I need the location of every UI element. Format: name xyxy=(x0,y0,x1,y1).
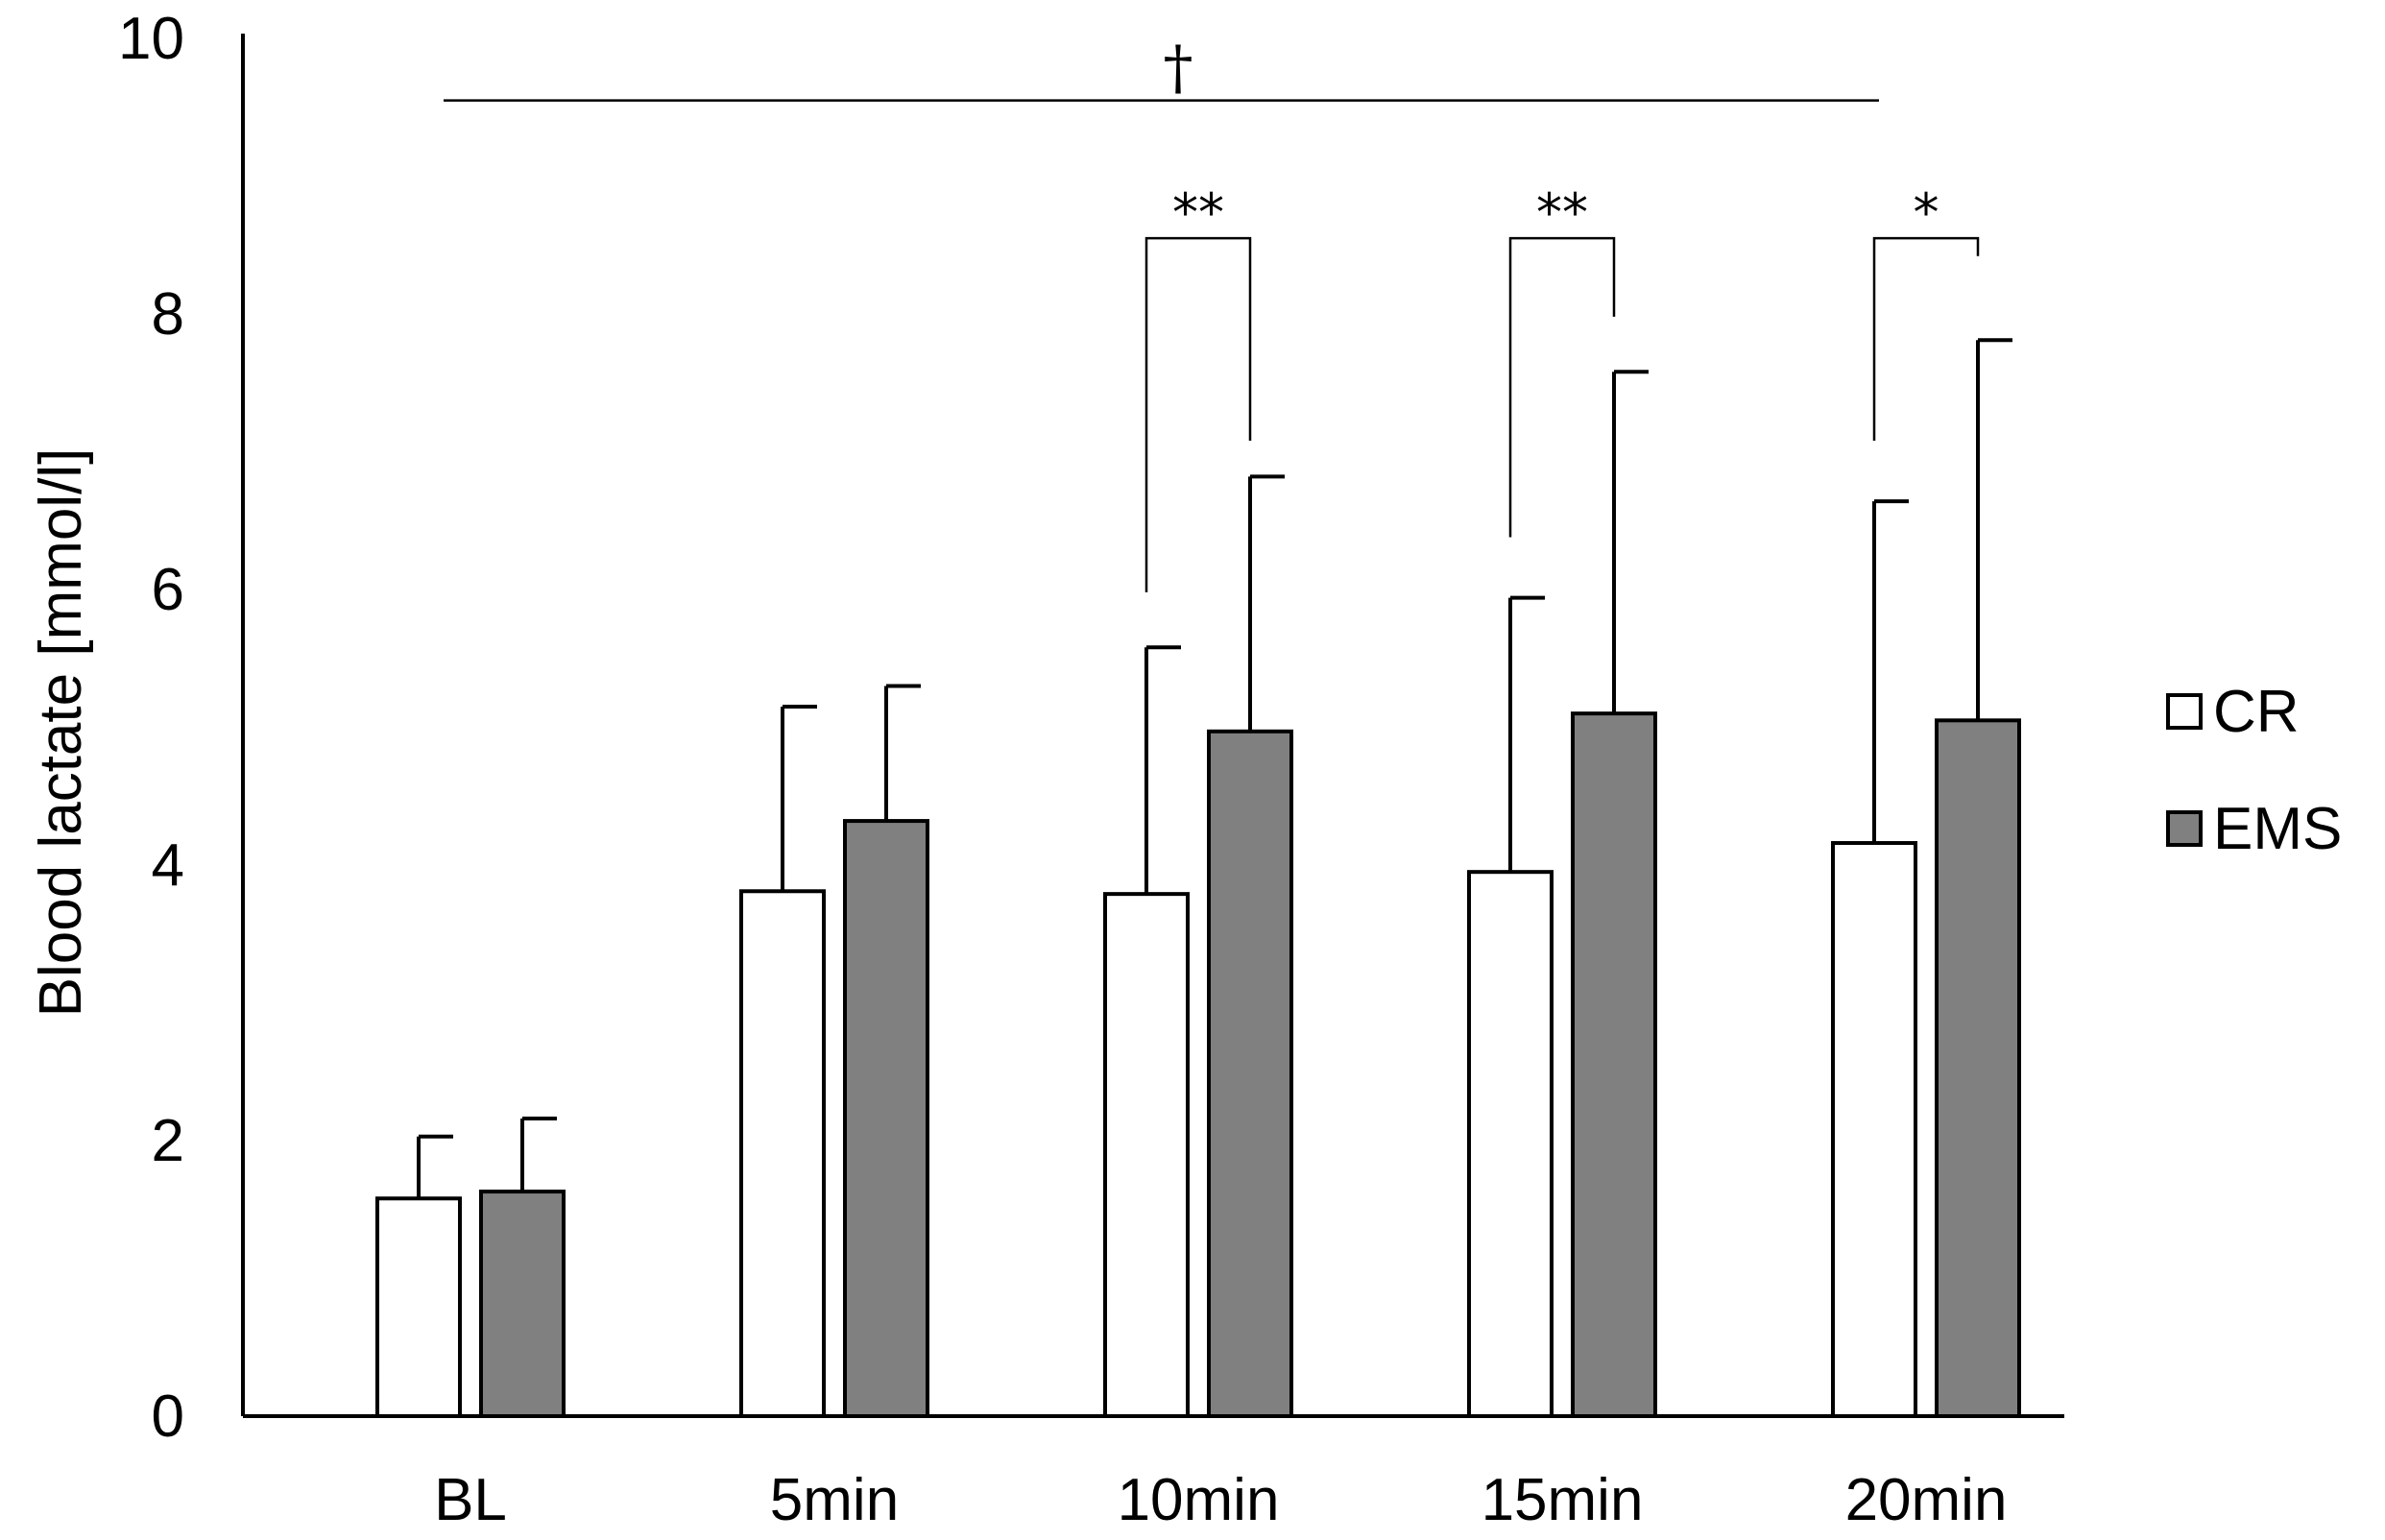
axes: 0 2 4 6 8 10 BL 5min 10min 15min 20min xyxy=(118,6,2064,1533)
y-tick-label-4: 4 xyxy=(152,832,184,899)
bar-ems-5min xyxy=(843,819,929,1418)
y-tick-label-8: 8 xyxy=(152,281,184,348)
bar-cr-bl xyxy=(375,1196,462,1419)
x-tick-label-5min: 5min xyxy=(770,1467,899,1533)
bar-cr-10min xyxy=(1103,892,1190,1418)
x-tick-label-10min: 10min xyxy=(1118,1467,1280,1533)
significance-label-15min: ** xyxy=(1536,182,1588,243)
significance-annotations: †** ** * xyxy=(444,33,1980,592)
bar-ems-20min xyxy=(1935,718,2021,1418)
legend-label-cr: CR xyxy=(2213,679,2300,745)
x-tick-label-15min: 15min xyxy=(1482,1467,1644,1533)
legend-label-ems: EMS xyxy=(2213,796,2342,862)
y-tick-label-2: 2 xyxy=(152,1108,184,1174)
legend-swatch-cr xyxy=(2166,693,2203,730)
bar-ems-bl xyxy=(479,1190,566,1418)
y-tick-label-10: 10 xyxy=(118,6,184,72)
bar-cr-20min xyxy=(1831,841,1917,1418)
legend-swatch-ems xyxy=(2166,810,2203,847)
error-bars xyxy=(417,338,2012,1199)
x-tick-label-bl: BL xyxy=(434,1467,507,1533)
significance-bracket-15min xyxy=(1508,236,1616,538)
significance-label-20min: * xyxy=(1914,182,1939,243)
bar-cr-15min xyxy=(1467,870,1554,1418)
bar-ems-10min xyxy=(1207,729,1293,1418)
y-tick-label-6: 6 xyxy=(152,557,184,623)
overall-significance-label: † xyxy=(1164,33,1193,103)
legend: CR EMS xyxy=(2166,679,2342,862)
y-axis-title: Blood lactate [mmol/l] xyxy=(28,448,94,1018)
bar-cr-5min xyxy=(739,889,826,1418)
bar-ems-15min xyxy=(1571,711,1657,1418)
significance-bracket-20min xyxy=(1872,236,1980,442)
x-tick-label-20min: 20min xyxy=(1845,1467,2008,1533)
y-tick-label-0: 0 xyxy=(152,1384,184,1450)
significance-bracket-10min xyxy=(1144,236,1252,592)
bars xyxy=(375,711,2021,1419)
significance-label-10min: ** xyxy=(1172,182,1224,243)
